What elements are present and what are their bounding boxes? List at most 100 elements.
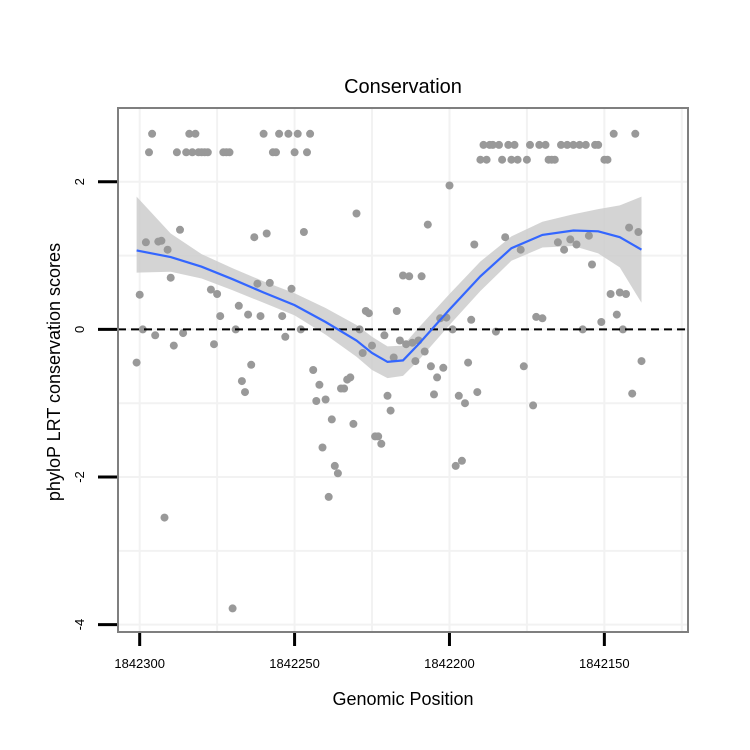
data-point bbox=[237, 377, 246, 386]
data-point bbox=[392, 307, 401, 315]
data-point bbox=[618, 325, 627, 334]
data-point bbox=[169, 341, 178, 350]
data-point bbox=[244, 310, 253, 319]
data-point bbox=[312, 397, 321, 405]
y-tick-label: 2 bbox=[72, 178, 87, 185]
data-point bbox=[253, 279, 262, 288]
data-point bbox=[275, 129, 284, 138]
data-point bbox=[399, 271, 407, 280]
data-point bbox=[210, 340, 218, 349]
data-point bbox=[454, 391, 463, 400]
data-point bbox=[467, 315, 476, 324]
data-point bbox=[290, 148, 299, 157]
data-point bbox=[259, 129, 268, 138]
data-point bbox=[461, 399, 469, 408]
data-point bbox=[141, 238, 150, 247]
data-point bbox=[550, 155, 559, 164]
data-point bbox=[433, 373, 442, 382]
data-point bbox=[216, 312, 225, 321]
data-point bbox=[247, 360, 256, 369]
data-point bbox=[625, 223, 634, 232]
data-point bbox=[185, 129, 194, 138]
data-point bbox=[606, 290, 615, 298]
y-tick-label: 0 bbox=[72, 326, 87, 333]
data-point bbox=[451, 461, 460, 470]
data-point bbox=[330, 461, 339, 470]
data-point bbox=[584, 231, 593, 240]
data-point bbox=[315, 380, 324, 389]
points-layer bbox=[132, 129, 646, 613]
smooth-line-layer bbox=[136, 229, 643, 364]
data-point bbox=[417, 272, 426, 281]
data-point bbox=[324, 492, 333, 501]
data-point bbox=[203, 148, 212, 157]
data-point bbox=[597, 318, 606, 326]
y-axis: -4 -2 0 2 bbox=[72, 178, 117, 630]
data-point bbox=[145, 148, 153, 157]
data-point bbox=[572, 240, 581, 249]
grid-lines bbox=[118, 108, 688, 632]
data-point bbox=[389, 353, 398, 362]
data-point bbox=[191, 129, 200, 138]
data-point bbox=[563, 140, 572, 149]
data-point bbox=[303, 148, 311, 157]
data-point bbox=[482, 155, 491, 164]
data-point bbox=[349, 419, 358, 428]
data-point bbox=[179, 329, 188, 338]
smooth-line bbox=[136, 229, 643, 364]
data-point bbox=[380, 331, 389, 340]
data-point bbox=[476, 155, 485, 164]
x-tick-label: 1842300 bbox=[114, 656, 165, 671]
data-point bbox=[241, 388, 249, 397]
data-point bbox=[526, 140, 534, 149]
data-point bbox=[287, 284, 296, 293]
data-point bbox=[299, 228, 308, 236]
data-point bbox=[160, 513, 169, 522]
confidence-band-layer bbox=[136, 196, 642, 379]
data-point bbox=[504, 140, 513, 149]
x-tick-label: 1842250 bbox=[269, 656, 320, 671]
data-point bbox=[395, 336, 404, 345]
data-point bbox=[306, 129, 315, 138]
data-point bbox=[250, 233, 259, 242]
data-point bbox=[265, 278, 274, 287]
x-tick-label: 1842150 bbox=[579, 656, 630, 671]
data-point bbox=[364, 309, 373, 318]
data-point bbox=[321, 395, 330, 404]
data-point bbox=[637, 357, 646, 366]
data-point bbox=[488, 140, 497, 149]
data-point bbox=[402, 340, 411, 349]
data-point bbox=[612, 310, 621, 319]
data-point bbox=[281, 332, 290, 341]
data-point bbox=[352, 209, 361, 218]
y-tick-label: -4 bbox=[72, 619, 87, 631]
data-point bbox=[569, 140, 578, 149]
data-point bbox=[535, 140, 544, 149]
data-point bbox=[615, 288, 624, 297]
data-point bbox=[479, 140, 488, 149]
data-point bbox=[575, 140, 584, 149]
data-point bbox=[510, 140, 519, 149]
data-point bbox=[383, 391, 392, 400]
data-point bbox=[445, 181, 454, 190]
data-point bbox=[228, 604, 237, 613]
x-axis-label: Genomic Position bbox=[332, 689, 473, 709]
data-point bbox=[541, 140, 550, 149]
data-point bbox=[439, 363, 448, 372]
chart-title: Conservation bbox=[344, 76, 462, 98]
data-point bbox=[553, 238, 562, 247]
data-point bbox=[594, 140, 603, 149]
data-point bbox=[609, 129, 618, 138]
data-point bbox=[188, 148, 197, 157]
data-point bbox=[473, 388, 482, 397]
data-point bbox=[346, 373, 355, 382]
data-point bbox=[340, 384, 349, 393]
data-point bbox=[284, 129, 293, 138]
data-point bbox=[333, 469, 342, 478]
data-point bbox=[408, 338, 417, 347]
y-axis-label: phyloP LRT conservation scores bbox=[44, 243, 64, 501]
data-point bbox=[501, 233, 510, 242]
data-point bbox=[513, 155, 522, 164]
data-point bbox=[519, 362, 528, 371]
